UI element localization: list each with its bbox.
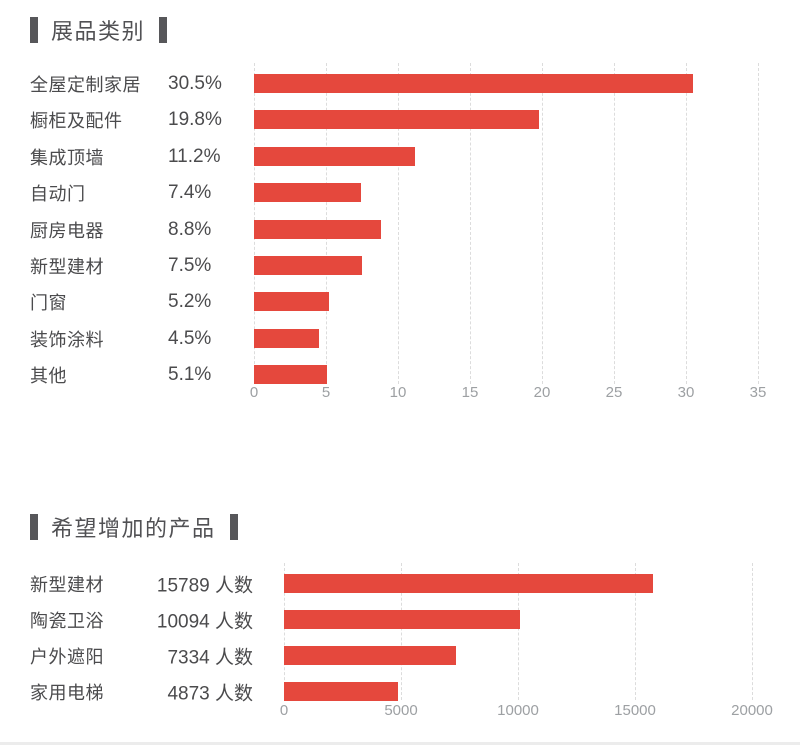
value-label: 19.8%: [168, 108, 222, 130]
chart-row: 陶瓷卫浴 10094 人数: [0, 610, 800, 632]
chart2-plot-area: 0 5000 10000 15000 20000 新型建材 15789 人数陶瓷卫浴 1009…: [0, 460, 800, 745]
title-right-bar-mark: [229, 514, 238, 540]
chart-row: 户外遮阳 7334 人数: [0, 646, 800, 668]
chart-row: 其他 5.1%: [0, 363, 800, 386]
category-label: 橱柜及配件: [30, 110, 123, 131]
chart-exhibit-categories: 展品类别 0 5 10 15 20 25 30 35 全屋定制家居 30.5% 橱柜及配件 19.8%…: [0, 16, 800, 401]
chart-row: 新型建材 7.5%: [0, 254, 800, 277]
gridline: [635, 563, 636, 700]
x-axis-tick-label: 35: [749, 384, 767, 401]
category-label: 集成顶墙: [30, 147, 104, 168]
x-axis-tick-label: 20: [533, 384, 551, 401]
category-label: 新型建材: [30, 574, 104, 595]
bar: [284, 646, 456, 665]
x-axis-tick-label: 30: [677, 384, 695, 401]
category-label: 厨房电器: [30, 220, 104, 241]
title-left-bar-mark: [30, 17, 38, 43]
value-label: 30.5%: [168, 72, 222, 94]
bar: [284, 574, 653, 593]
chart-row: 自动门 7.4%: [0, 181, 800, 204]
chart-row: 橱柜及配件 19.8%: [0, 108, 800, 131]
x-axis-tick-label: 0: [249, 384, 259, 401]
chart2-title-text: 希望增加的产品: [51, 516, 216, 541]
bar: [284, 682, 398, 701]
gridline: [518, 563, 519, 700]
bar: [254, 329, 319, 348]
gridline: [542, 63, 543, 384]
value-label: 4873 人数: [167, 683, 253, 704]
chart-row: 集成顶墙 11.2%: [0, 145, 800, 168]
bar: [254, 74, 693, 93]
chart-row: 全屋定制家居 30.5%: [0, 72, 800, 95]
bar: [254, 256, 362, 275]
value-label: 7334 人数: [167, 647, 253, 668]
category-label: 其他: [30, 365, 67, 386]
chart-row: 门窗 5.2%: [0, 290, 800, 313]
chart-row: 厨房电器 8.8%: [0, 218, 800, 241]
x-axis-tick-label: 10000: [497, 702, 539, 719]
value-label: 7.5%: [168, 254, 212, 276]
bar: [254, 147, 415, 166]
gridline: [470, 63, 471, 384]
gridline: [401, 563, 402, 700]
gridline: [614, 63, 615, 384]
x-axis-tick-label: 5: [321, 384, 331, 401]
x-axis-tick-label: 0: [279, 702, 289, 719]
chart-row: 家用电梯 4873 人数: [0, 682, 800, 704]
title-left-bar-mark: [30, 514, 38, 540]
x-axis-tick-label: 10: [389, 384, 407, 401]
bar: [254, 183, 361, 202]
chart1-title-text: 展品类别: [51, 19, 146, 44]
value-label: 5.1%: [168, 363, 212, 385]
value-label: 8.8%: [168, 218, 212, 240]
gridline: [284, 563, 285, 700]
category-label: 自动门: [30, 183, 86, 204]
category-label: 装饰涂料: [30, 329, 104, 350]
bar: [254, 292, 329, 311]
bar: [254, 110, 539, 129]
category-label: 户外遮阳: [30, 646, 104, 667]
category-label: 家用电梯: [30, 682, 104, 703]
category-label: 全屋定制家居: [30, 74, 141, 95]
title-right-bar-mark: [159, 17, 168, 43]
value-label: 11.2%: [168, 145, 221, 167]
category-label: 门窗: [30, 292, 67, 313]
chart1-plot-area: 0 5 10 15 20 25 30 35 全屋定制家居 30.5% 橱柜及配件 19.8% 集成顶墙 1…: [0, 63, 800, 401]
x-axis-tick-label: 20000: [731, 702, 773, 719]
value-label: 10094 人数: [156, 611, 253, 632]
gridline: [398, 63, 399, 384]
chart1-title: 展品类别: [30, 16, 168, 44]
category-label: 新型建材: [30, 256, 104, 277]
chart-row: 新型建材 15789 人数: [0, 574, 800, 596]
chart-desired-products: 希望增加的产品 0 5000 10000 15000 20000 新型建材 15789 人数…: [0, 460, 800, 745]
gridline: [752, 563, 753, 700]
bar: [254, 365, 327, 384]
page-bottom-divider: [0, 742, 800, 745]
value-label: 4.5%: [168, 327, 212, 349]
x-axis-tick-label: 15: [461, 384, 479, 401]
category-label: 陶瓷卫浴: [30, 610, 104, 631]
bar: [254, 220, 381, 239]
gridline: [758, 63, 759, 384]
bar: [284, 610, 520, 629]
value-label: 15789 人数: [156, 575, 253, 596]
gridline: [686, 63, 687, 384]
value-label: 7.4%: [168, 181, 212, 203]
x-axis-tick-label: 5000: [384, 702, 418, 719]
x-axis-tick-label: 25: [605, 384, 623, 401]
chart-row: 装饰涂料 4.5%: [0, 327, 800, 350]
value-label: 5.2%: [168, 290, 212, 312]
chart2-title: 希望增加的产品: [30, 513, 238, 541]
x-axis-tick-label: 15000: [614, 702, 656, 719]
